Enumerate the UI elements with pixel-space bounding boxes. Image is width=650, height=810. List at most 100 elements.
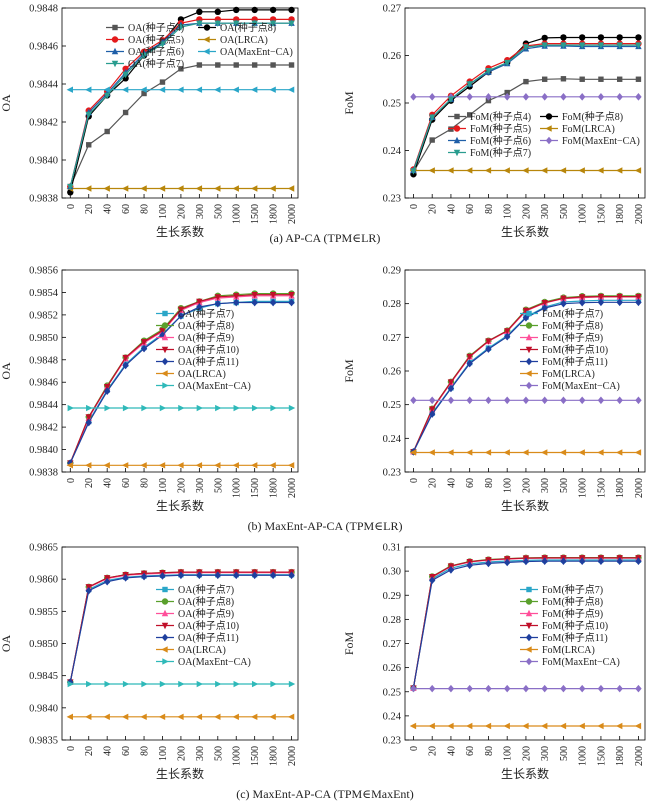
x-tick-label: 1500	[250, 204, 261, 224]
data-point	[447, 684, 455, 693]
series-4	[410, 293, 642, 456]
data-point	[466, 684, 473, 693]
data-point	[485, 68, 492, 75]
y-tick-label: 0.9850	[29, 333, 58, 344]
data-point	[503, 722, 510, 730]
data-point	[140, 339, 148, 346]
legend-label: FoM(种子点6)	[470, 134, 531, 147]
data-point	[522, 684, 530, 693]
data-point	[103, 185, 110, 192]
caption-c: (c) MaxEnt-AP-CA (TPM∈MaxEnt)	[236, 787, 414, 801]
data-point	[269, 571, 277, 580]
data-point	[287, 462, 295, 469]
data-point	[121, 462, 129, 469]
legend: FoM(种子点4) FoM(种子点8)FoM(种子点5) FoM(LRCA)FoM(…	[448, 110, 640, 159]
series-5	[410, 298, 642, 456]
legend-label: FoM(种子点7)	[542, 583, 603, 596]
y-tick-label: 0.29	[383, 266, 401, 277]
data-point	[597, 167, 604, 174]
legend-item: FoM(种子点7)	[448, 146, 531, 159]
legend-marker	[112, 24, 118, 31]
data-point	[196, 680, 204, 688]
data-point	[269, 20, 277, 27]
legend: OA(种子点7)OA(种子点8)OA(种子点9)OA(种子点10)OA(种子点1…	[156, 583, 251, 668]
legend-label: FoM(种子点9)	[542, 331, 603, 344]
series-7	[410, 396, 642, 405]
series-7	[67, 20, 295, 191]
data-point	[233, 404, 240, 412]
data-point	[233, 571, 240, 580]
data-point	[523, 78, 529, 85]
series-5	[410, 557, 642, 692]
data-point	[67, 459, 74, 467]
data-point	[196, 8, 203, 15]
x-tick-label: 200	[176, 478, 187, 493]
data-point	[159, 327, 166, 335]
data-point	[66, 462, 73, 469]
data-point	[504, 89, 510, 96]
x-tick-label: 1800	[269, 478, 280, 498]
data-point	[250, 185, 258, 192]
data-point	[578, 396, 586, 405]
data-point	[578, 34, 586, 41]
legend-marker	[161, 357, 169, 366]
series-6	[66, 713, 295, 721]
data-point	[122, 574, 129, 582]
legend-marker	[525, 322, 533, 329]
legend-item: FoM(种子点9)	[520, 331, 603, 344]
y-tick-label: 0.29	[383, 591, 401, 602]
series-5	[67, 571, 295, 686]
data-point	[122, 680, 130, 688]
data-point	[578, 294, 586, 301]
legend-item: OA(种子点10)	[156, 619, 239, 632]
legend-item: OA(种子点4)	[106, 21, 184, 34]
data-point	[141, 680, 148, 688]
data-point	[485, 396, 492, 405]
data-point	[196, 404, 204, 412]
data-point	[177, 312, 185, 320]
y-tick-label: 0.9840	[29, 156, 58, 167]
data-point	[522, 722, 529, 730]
data-point	[251, 298, 258, 307]
y-tick-label: 0.9855	[29, 607, 58, 618]
data-point	[159, 331, 166, 339]
data-point	[522, 449, 529, 456]
x-tick-label: 2000	[634, 204, 645, 224]
data-point	[214, 299, 221, 308]
data-point	[288, 6, 295, 14]
data-point	[251, 291, 258, 299]
legend-item: FoM(种子点8)	[540, 110, 623, 123]
legend-label: FoM(LRCA)	[562, 124, 615, 135]
data-point	[541, 76, 548, 82]
legend-marker	[525, 381, 533, 390]
data-point	[466, 353, 473, 361]
data-point	[215, 62, 221, 68]
data-point	[560, 295, 567, 302]
data-point	[615, 722, 623, 730]
x-tick-label: 100	[503, 746, 514, 761]
data-point	[560, 34, 567, 41]
data-point	[541, 684, 548, 693]
data-point	[428, 396, 436, 405]
data-point	[140, 52, 148, 60]
legend-item: FoM(MaxEnt−CA)	[520, 657, 620, 668]
data-point	[67, 404, 74, 412]
x-tick-label: 1800	[615, 478, 626, 498]
x-tick-label: 0	[66, 746, 77, 751]
data-point	[269, 298, 277, 307]
data-point	[270, 680, 277, 688]
y-axis-label: FoM	[342, 91, 356, 115]
data-point	[122, 354, 129, 362]
x-tick-label: 200	[521, 478, 532, 493]
data-point	[85, 586, 92, 595]
data-point	[196, 62, 203, 68]
y-tick-label: 0.23	[383, 736, 401, 747]
data-point	[485, 345, 492, 353]
x-tick-label: 60	[121, 746, 132, 756]
data-point	[541, 304, 548, 312]
legend-item: FoM(种子点11)	[520, 631, 608, 644]
legend-item: FoM(种子点8)	[520, 319, 603, 332]
data-point	[287, 86, 295, 93]
series-6	[409, 722, 642, 730]
y-tick-label: 0.24	[383, 711, 402, 722]
